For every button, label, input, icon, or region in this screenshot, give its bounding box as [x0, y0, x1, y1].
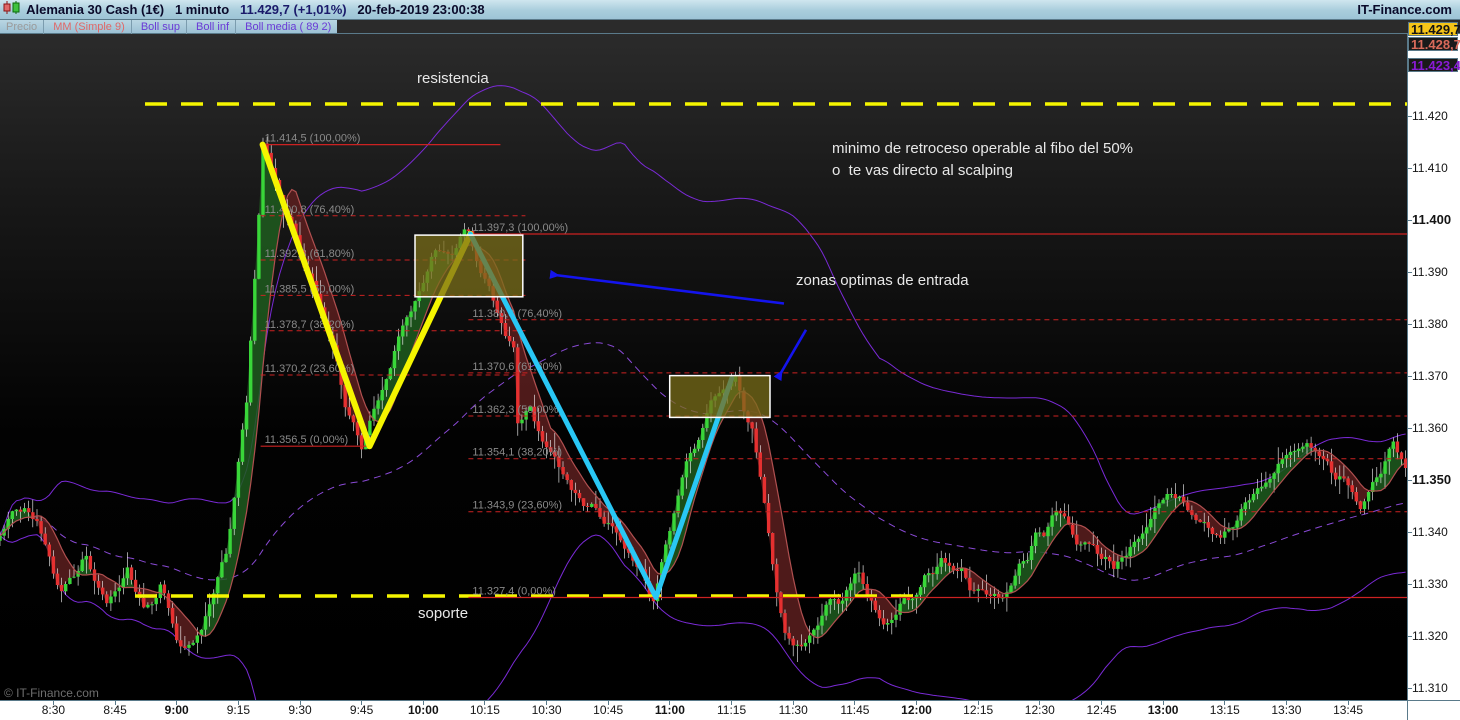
svg-text:11.392,3 (61,80%): 11.392,3 (61,80%) [265, 248, 355, 260]
svg-text:11.400,8 (76,40%): 11.400,8 (76,40%) [265, 204, 355, 216]
svg-text:11.378,7 (38,20%): 11.378,7 (38,20%) [265, 319, 355, 331]
svg-text:11.414,5 (100,00%): 11.414,5 (100,00%) [265, 133, 361, 145]
svg-text:11.356,5 (0,00%): 11.356,5 (0,00%) [265, 434, 349, 446]
svg-text:11.327,4 (0,00%): 11.327,4 (0,00%) [472, 586, 556, 598]
svg-text:11.354,1 (38,20%): 11.354,1 (38,20%) [472, 447, 562, 459]
svg-text:11.362,3 (50,00%): 11.362,3 (50,00%) [472, 404, 562, 416]
svg-text:11.397,3 (100,00%): 11.397,3 (100,00%) [472, 222, 568, 234]
svg-text:11.370,6 (61,80%): 11.370,6 (61,80%) [472, 361, 562, 373]
svg-text:11.343,9 (23,60%): 11.343,9 (23,60%) [472, 500, 562, 512]
svg-text:11.380,8 (76,40%): 11.380,8 (76,40%) [472, 308, 562, 320]
